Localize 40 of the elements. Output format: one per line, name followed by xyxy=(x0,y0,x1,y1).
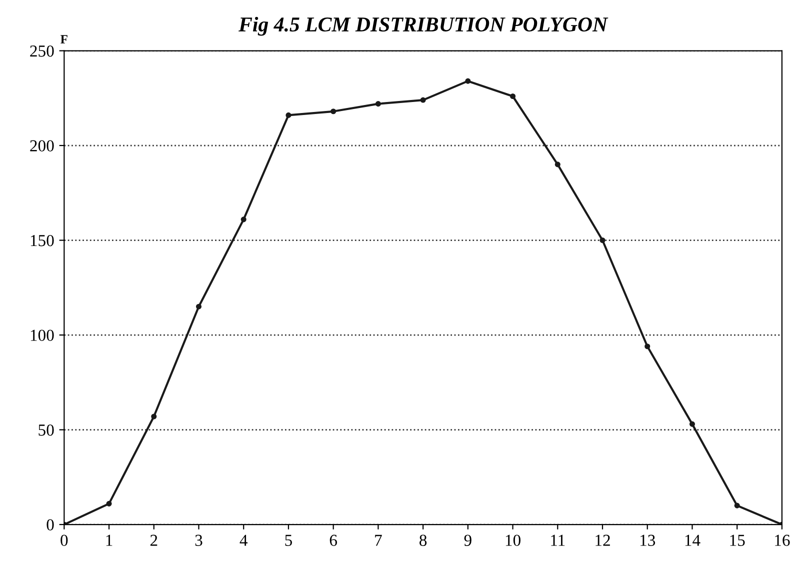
y-tick-label: 0 xyxy=(46,519,54,530)
x-tick-label: 0 xyxy=(60,534,68,546)
x-tick-label: 4 xyxy=(240,534,248,546)
point xyxy=(196,304,202,310)
x-tick-label: 3 xyxy=(195,534,202,546)
x-tick-label: 5 xyxy=(285,534,292,546)
point xyxy=(510,93,516,100)
y-axis-title: F xyxy=(60,35,68,44)
point xyxy=(375,101,381,107)
x-tick-label: 12 xyxy=(596,534,610,546)
point xyxy=(420,97,426,103)
x-tick-label: 1 xyxy=(106,534,112,546)
point xyxy=(600,237,606,244)
x-tick-label: 6 xyxy=(330,534,337,546)
x-tick-label: 9 xyxy=(464,534,472,546)
x-tick-label: 15 xyxy=(730,534,745,546)
x-tick-label: 8 xyxy=(420,534,427,546)
x-tick-label: 2 xyxy=(150,534,158,546)
point xyxy=(465,78,471,84)
point xyxy=(330,108,336,114)
point xyxy=(240,216,246,222)
x-tick-label: 7 xyxy=(375,534,382,546)
point xyxy=(554,162,560,168)
x-tick-label: 11 xyxy=(551,534,565,546)
point xyxy=(734,502,740,508)
y-tick-label: 100 xyxy=(30,330,54,341)
chart-title: Fig 4.5 LCM DISTRIBUTION POLYGON xyxy=(238,16,608,36)
point xyxy=(151,414,157,420)
x-tick-label: 14 xyxy=(685,534,700,546)
x-tick-label: 10 xyxy=(506,534,520,546)
point xyxy=(644,344,650,350)
point xyxy=(286,112,292,118)
point xyxy=(689,421,696,427)
point xyxy=(106,500,112,506)
y-tick-label: 50 xyxy=(38,424,54,436)
y-tick-label: 150 xyxy=(30,234,54,246)
x-tick-label: 16 xyxy=(775,534,790,546)
y-tick-label: 250 xyxy=(30,45,54,57)
x-tick-label: 13 xyxy=(640,534,656,546)
y-tick-label: 200 xyxy=(30,140,54,152)
